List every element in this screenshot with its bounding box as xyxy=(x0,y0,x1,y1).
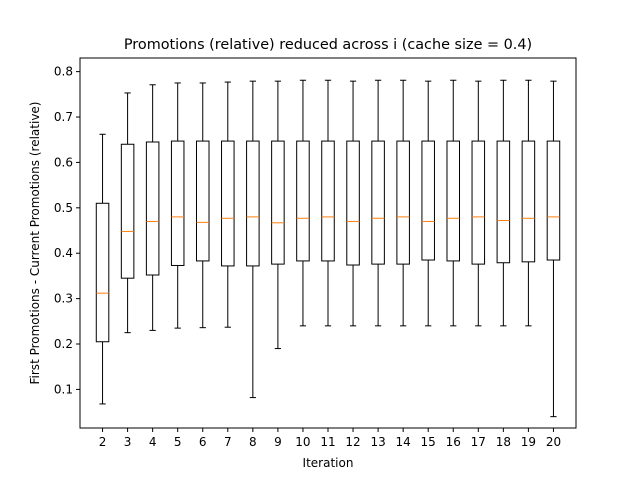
x-tick-label: 5 xyxy=(174,435,182,449)
iqr-box xyxy=(346,140,360,266)
box-4 xyxy=(145,84,160,331)
box-16 xyxy=(446,79,461,327)
y-tick-label: 0.8 xyxy=(54,65,73,79)
iqr-box xyxy=(145,141,160,276)
chart-title: Promotions (relative) reduced across i (… xyxy=(124,37,532,53)
y-tick-label: 0.5 xyxy=(54,201,73,215)
x-tick-label: 10 xyxy=(295,435,310,449)
y-tick-label: 0.2 xyxy=(54,337,73,351)
box-8 xyxy=(246,80,260,399)
box-9 xyxy=(271,80,285,350)
box-3 xyxy=(120,92,135,334)
box-6 xyxy=(195,82,210,329)
x-tick-label: 8 xyxy=(249,435,257,449)
iqr-box xyxy=(446,140,461,262)
x-axis-label: Iteration xyxy=(303,456,354,470)
iqr-box xyxy=(471,140,486,265)
x-tick-label: 2 xyxy=(99,435,107,449)
iqr-box xyxy=(120,143,135,279)
x-tick-label: 11 xyxy=(320,435,335,449)
x-tick-label: 13 xyxy=(370,435,385,449)
box-12 xyxy=(346,80,360,327)
box-20 xyxy=(546,80,561,418)
iqr-box xyxy=(221,140,235,267)
y-tick-label: 0.4 xyxy=(54,246,73,260)
iqr-box xyxy=(421,140,435,261)
iqr-box xyxy=(546,140,561,261)
x-tick-label: 17 xyxy=(471,435,486,449)
iqr-box xyxy=(496,140,511,264)
x-tick-label: 12 xyxy=(345,435,360,449)
y-tick-label: 0.1 xyxy=(54,382,73,396)
box-5 xyxy=(170,82,185,329)
x-tick-label: 20 xyxy=(546,435,561,449)
y-axis-label: First Promotions - Current Promotions (r… xyxy=(28,102,42,385)
x-tick-label: 18 xyxy=(496,435,511,449)
box-11 xyxy=(321,79,335,327)
iqr-box xyxy=(371,140,385,265)
y-tick-label: 0.6 xyxy=(54,155,73,169)
x-tick-label: 19 xyxy=(521,435,536,449)
y-tick-label: 0.7 xyxy=(54,110,73,124)
iqr-box xyxy=(396,140,410,265)
iqr-box xyxy=(296,140,310,262)
box-18 xyxy=(496,79,511,327)
plot-area: 0.1 0.2 0.3 0.4 0.5 0.6 0.7 0.8 2 3 4 5 6 7 8 9 10 11 12 13… xyxy=(54,65,561,449)
x-tick-label: 16 xyxy=(446,435,461,449)
x-tick-label: 7 xyxy=(224,435,232,449)
iqr-box xyxy=(170,140,185,266)
box-7 xyxy=(221,81,235,328)
box-17 xyxy=(471,80,486,327)
x-tick-label: 15 xyxy=(421,435,436,449)
x-tick-label: 3 xyxy=(124,435,132,449)
iqr-box xyxy=(246,140,260,267)
box-13 xyxy=(371,79,385,327)
iqr-box xyxy=(95,202,110,343)
iqr-box xyxy=(195,140,210,262)
x-tick-label: 6 xyxy=(199,435,207,449)
box-10 xyxy=(296,79,310,327)
x-tick-label: 4 xyxy=(149,435,157,449)
box-2 xyxy=(95,133,110,405)
x-tick-label: 14 xyxy=(396,435,411,449)
axes-frame xyxy=(79,57,577,429)
x-tick-label: 9 xyxy=(274,435,282,449)
box-14 xyxy=(396,79,410,327)
y-tick-label: 0.3 xyxy=(54,292,73,306)
iqr-box xyxy=(321,140,335,262)
box-15 xyxy=(421,80,435,327)
iqr-box xyxy=(271,140,285,265)
iqr-box xyxy=(521,140,536,263)
box-19 xyxy=(521,79,536,327)
